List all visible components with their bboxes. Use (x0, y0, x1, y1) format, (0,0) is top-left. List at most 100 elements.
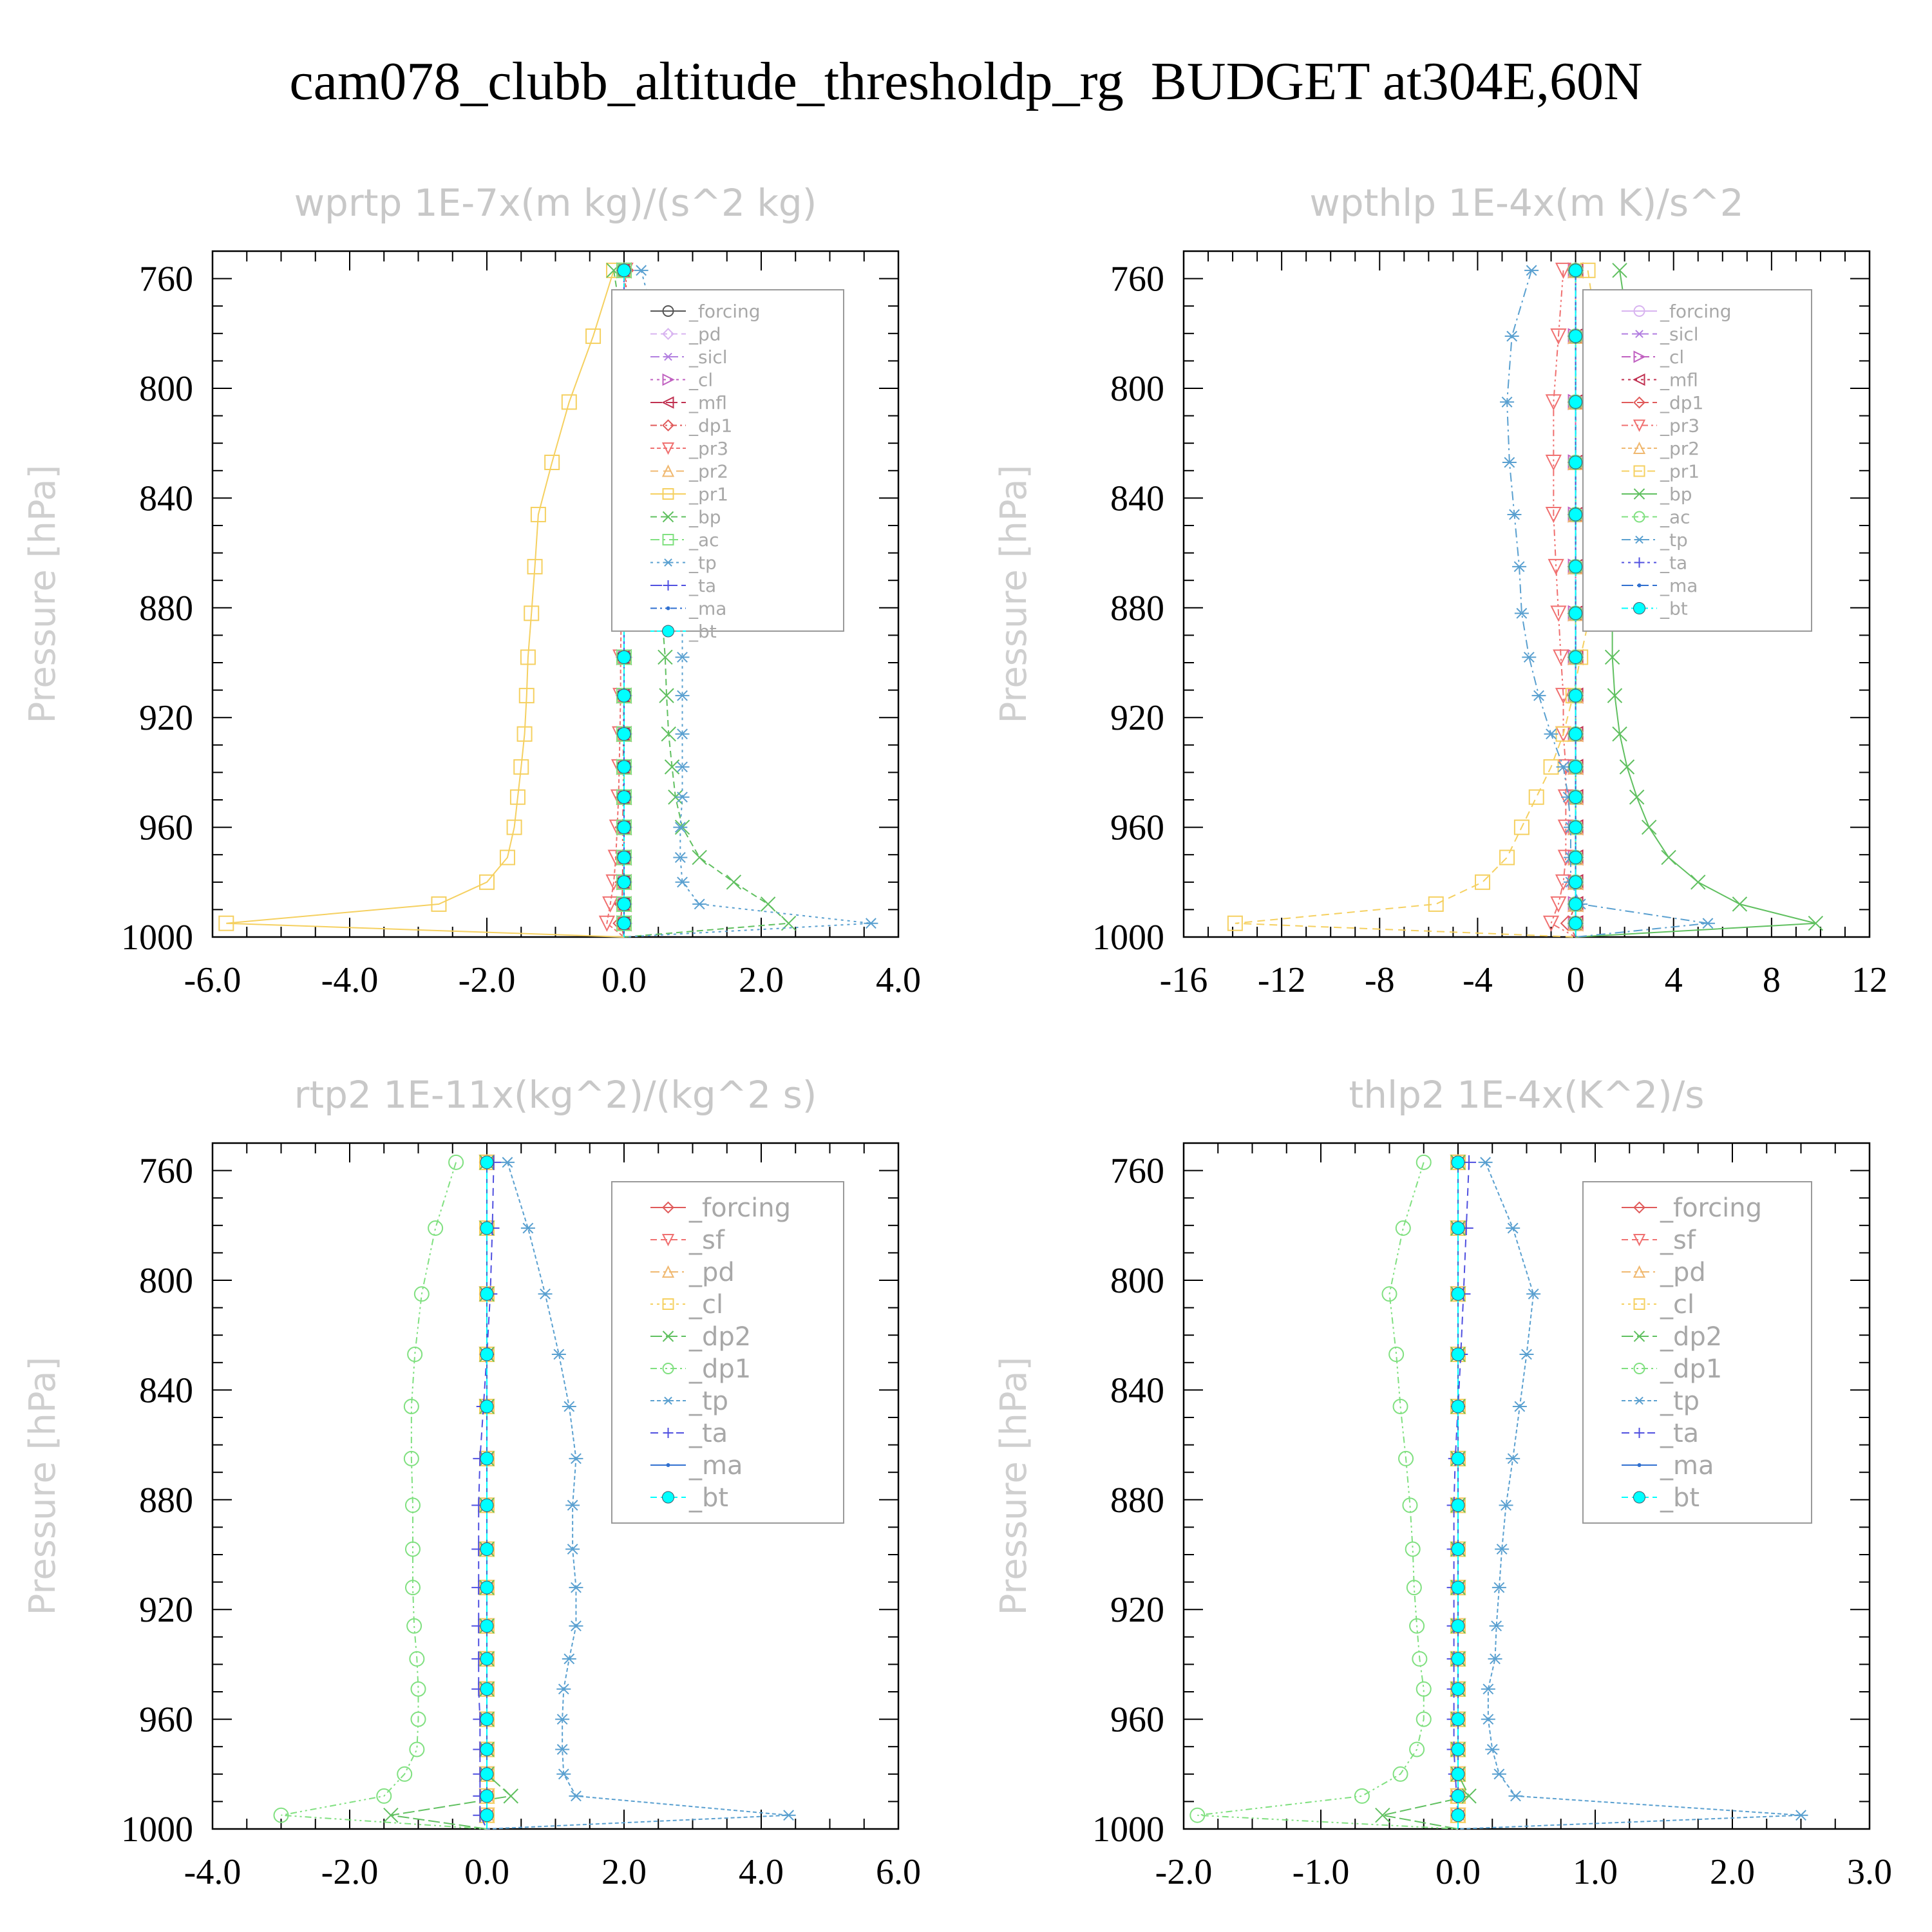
series-tp (486, 1157, 796, 1830)
data-point (1545, 506, 1562, 524)
legend-entry: _ta (688, 575, 716, 596)
x-tick-label: -4 (1463, 960, 1493, 1000)
data-point (1612, 726, 1627, 742)
data-point (410, 1711, 426, 1727)
data-point (480, 1767, 494, 1781)
data-point (404, 1580, 421, 1596)
legend-entry: _bt (1660, 598, 1688, 620)
data-point (1569, 760, 1583, 774)
series-line (390, 1162, 513, 1830)
series-bt (1451, 1155, 1465, 1829)
legend-entry: _pr3 (1660, 415, 1700, 437)
x-tick-label: 4.0 (876, 960, 921, 1000)
data-point (1481, 1683, 1495, 1695)
data-point (1506, 1222, 1520, 1234)
series-line (1235, 270, 1609, 938)
legend-entry: _pr2 (1660, 438, 1700, 459)
data-point (1492, 1582, 1506, 1593)
legend-marker (1633, 1201, 1645, 1214)
data-point (606, 263, 621, 278)
data-point (480, 1789, 494, 1803)
data-point (673, 822, 688, 833)
legend-entry: _ma (1660, 575, 1698, 596)
data-point (569, 1790, 583, 1802)
y-axis-label: Pressure [hPa] (22, 465, 64, 724)
data-point (675, 791, 690, 803)
legend: _forcing_sicl_cl_mfl_dp1_pr3_pr2_pr1_bp_… (1582, 289, 1812, 632)
data-point (1607, 688, 1623, 703)
data-point (480, 1808, 494, 1823)
legend-entry: _cl (688, 1290, 723, 1320)
data-point (1629, 790, 1645, 805)
data-point (403, 1450, 419, 1466)
data-point (480, 1347, 494, 1361)
data-point (1553, 649, 1569, 666)
data-point (480, 1498, 494, 1512)
x-tick-label: -16 (1160, 960, 1208, 1000)
data-point (480, 1619, 494, 1633)
y-tick-label: 760 (139, 1151, 193, 1191)
series-line (486, 1162, 789, 1830)
legend-marker (1633, 602, 1645, 614)
series-line (1506, 270, 1709, 938)
y-tick-label: 760 (1110, 1151, 1164, 1191)
data-point (1641, 819, 1657, 835)
legend-marker (1633, 350, 1646, 363)
data-point (1402, 1497, 1418, 1513)
legend-entry: _mfl (688, 392, 727, 413)
data-point (520, 1222, 535, 1234)
data-point (1569, 790, 1583, 804)
legend-marker (1633, 1363, 1645, 1374)
data-point (675, 761, 690, 773)
legend-entry: _pr3 (688, 438, 728, 459)
data-point (413, 1286, 430, 1302)
legend-marker (1634, 330, 1645, 338)
data-point (1514, 607, 1529, 619)
data-point (273, 1807, 289, 1823)
data-point (781, 1810, 796, 1821)
data-point (1388, 1347, 1405, 1363)
data-point (480, 1580, 494, 1595)
data-point (1550, 605, 1567, 622)
data-point (1612, 263, 1627, 278)
y-tick-label: 920 (1110, 1590, 1164, 1630)
data-point (480, 1287, 494, 1301)
data-point (1461, 1788, 1477, 1804)
data-point (565, 1499, 580, 1511)
data-point (1604, 649, 1620, 665)
y-tick-label: 960 (139, 1700, 193, 1740)
data-point (617, 688, 631, 703)
data-point (1506, 1453, 1520, 1464)
data-point (1381, 1286, 1397, 1302)
legend-entry: _tp (688, 553, 717, 574)
data-point (448, 1154, 464, 1170)
legend-entry: _ac (688, 529, 719, 551)
data-point (555, 1714, 570, 1725)
data-point (1690, 875, 1706, 890)
data-point (1519, 1349, 1534, 1360)
data-point (509, 789, 526, 805)
y-tick-label: 800 (139, 369, 193, 409)
data-point (480, 1221, 494, 1235)
data-point (480, 1682, 494, 1696)
legend-entry: _bt (688, 621, 717, 642)
data-point (664, 759, 680, 775)
data-point (1451, 1808, 1465, 1823)
legend-marker (1633, 511, 1645, 523)
legend-entry: _ma (1660, 1451, 1714, 1481)
panel-title: rtp2 1E-11x(kg^2)/(kg^2 s) (294, 1073, 817, 1117)
data-point (516, 726, 533, 742)
data-point (673, 852, 688, 863)
data-point (569, 1620, 583, 1632)
legend: _forcing _sf _pd _cl_dp2_dp1 _tp _ta _ma_bt (611, 1181, 844, 1524)
data-point (1451, 1221, 1465, 1235)
data-point (1451, 1452, 1465, 1466)
data-point (1489, 1620, 1504, 1632)
data-point (480, 1155, 494, 1170)
data-point (1569, 263, 1583, 278)
data-point (1451, 1712, 1465, 1727)
data-point (1478, 1157, 1493, 1168)
data-point (1451, 1498, 1465, 1512)
data-point (1504, 330, 1519, 342)
data-point (1451, 1155, 1465, 1170)
